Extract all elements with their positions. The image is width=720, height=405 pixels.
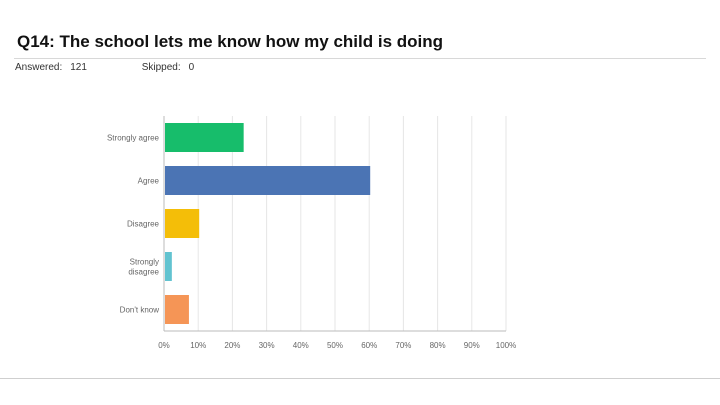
x-tick-label: 80% bbox=[430, 341, 446, 350]
axes bbox=[163, 116, 506, 332]
x-tick-label: 30% bbox=[259, 341, 275, 350]
x-tick-label: 60% bbox=[361, 341, 377, 350]
category-labels: Strongly agree Agree Disagree Stronglydisag… bbox=[107, 134, 160, 315]
category-label: Agree bbox=[138, 177, 160, 186]
x-tick-label: 40% bbox=[293, 341, 309, 350]
bar bbox=[165, 209, 200, 238]
skipped-count: 0 bbox=[188, 62, 195, 73]
response-stats: Answered: 121 Skipped: 0 bbox=[15, 62, 202, 73]
tick-labels: 0% 10% 20% 30% 40% 50% 60% 70% 80% 90% 100% bbox=[158, 341, 516, 350]
category-label: Don't know bbox=[120, 306, 160, 315]
answered-count: 121 bbox=[70, 62, 87, 73]
title-divider bbox=[14, 58, 706, 59]
x-tick-label: 20% bbox=[224, 341, 240, 350]
question-title: Q14: The school lets me know how my chil… bbox=[17, 32, 444, 51]
x-tick-label: 0% bbox=[158, 341, 170, 350]
skipped-label: Skipped: bbox=[141, 62, 181, 73]
x-tick-label: 10% bbox=[190, 341, 206, 350]
category-label: Strongly bbox=[130, 258, 159, 267]
gridlines bbox=[197, 116, 507, 331]
x-tick-label: 70% bbox=[395, 341, 411, 350]
bar bbox=[165, 166, 371, 195]
bar bbox=[165, 252, 172, 281]
x-tick-label: 100% bbox=[496, 341, 516, 350]
category-label: Strongly agree bbox=[107, 134, 160, 143]
category-label: Disagree bbox=[127, 220, 160, 229]
bars bbox=[165, 123, 371, 324]
bar bbox=[165, 295, 189, 324]
bar bbox=[165, 123, 244, 152]
x-tick-label: 90% bbox=[464, 341, 480, 350]
answered-label: Answered: bbox=[15, 62, 63, 73]
x-tick-label: 50% bbox=[327, 341, 343, 350]
footer-divider bbox=[0, 378, 720, 379]
category-label: disagree bbox=[128, 268, 159, 277]
